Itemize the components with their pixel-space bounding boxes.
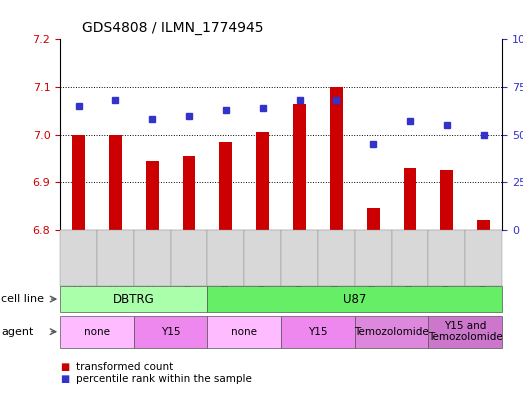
Bar [72, 135, 85, 230]
Text: Y15 and
Temozolomide: Y15 and Temozolomide [428, 321, 503, 342]
Bar [404, 168, 416, 230]
Bar [330, 87, 343, 230]
Text: transformed count: transformed count [76, 362, 173, 372]
Text: agent: agent [1, 327, 33, 337]
Text: ■: ■ [60, 362, 70, 372]
Bar [367, 208, 380, 230]
Text: DBTRG: DBTRG [113, 292, 155, 306]
Bar [256, 132, 269, 230]
Text: U87: U87 [343, 292, 367, 306]
Text: GDS4808 / ILMN_1774945: GDS4808 / ILMN_1774945 [82, 22, 264, 35]
Text: none: none [231, 327, 257, 337]
Text: ■: ■ [60, 374, 70, 384]
Text: percentile rank within the sample: percentile rank within the sample [76, 374, 252, 384]
Bar [109, 135, 122, 230]
Bar [220, 142, 232, 230]
Bar [477, 220, 490, 230]
Text: cell line: cell line [1, 294, 44, 304]
Text: Y15: Y15 [161, 327, 180, 337]
Bar [183, 156, 196, 230]
Text: Y15: Y15 [308, 327, 328, 337]
Text: none: none [84, 327, 110, 337]
Bar [440, 170, 453, 230]
Text: Temozolomide: Temozolomide [354, 327, 429, 337]
Bar [146, 161, 158, 230]
Bar [293, 104, 306, 230]
